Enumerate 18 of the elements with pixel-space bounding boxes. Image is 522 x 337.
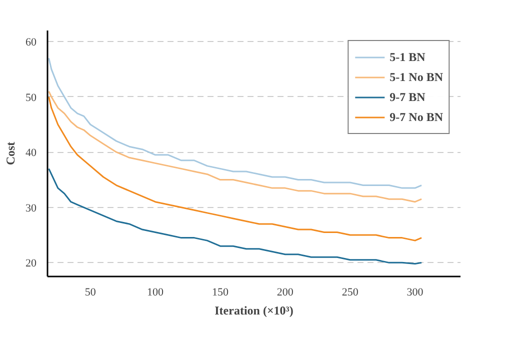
y-tick-label: 20 [26,258,37,270]
legend-label: 5-1 No BN [390,70,443,84]
x-tick-label: 150 [212,286,229,298]
line-series [48,168,422,265]
y-tick-label: 30 [26,202,37,214]
y-tick-label: 60 [26,36,37,49]
legend-label: 5-1 BN [390,50,426,64]
y-axis-title: Cost [4,142,18,166]
legend-label: 9-7 No BN [390,110,443,124]
y-tick-label: 40 [26,147,37,160]
x-tick-label: 300 [406,286,424,298]
y-tick-label: 50 [26,92,37,104]
x-tick-label: 50 [84,286,96,298]
x-tick-label: 100 [147,286,164,298]
x-tick-label: 250 [342,286,359,298]
x-axis-title: Iteration (×10³) [214,304,294,318]
x-tick-label: 200 [276,286,294,298]
legend-label: 9-7 BN [390,90,426,104]
